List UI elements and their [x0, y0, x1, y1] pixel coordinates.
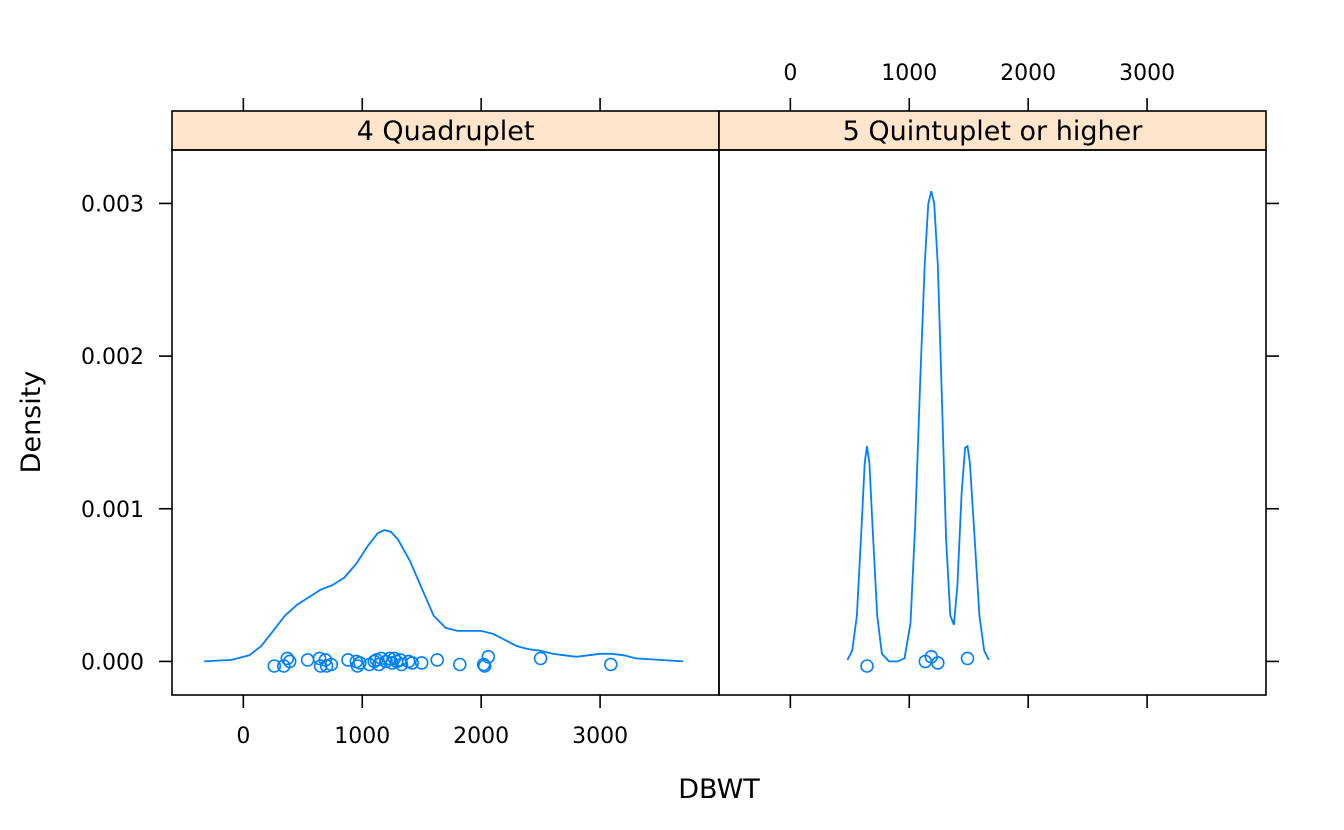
x-tick-label: 3000	[572, 724, 628, 749]
panel-frame	[718, 149, 1267, 696]
data-point	[353, 656, 367, 670]
panel-strip-label: 5 Quintuplet or higher	[843, 116, 1144, 147]
panel-strip	[171, 110, 720, 151]
data-point	[481, 649, 496, 664]
y-tick-label: 0.001	[81, 498, 144, 523]
panel-frame	[171, 149, 720, 696]
frame-layer: 4 Quadruplet 5 Quintuplet or higher	[171, 110, 1267, 696]
x-tick-label-top: 2000	[1000, 61, 1056, 86]
data-point	[300, 653, 315, 667]
y-tick-label: 0.003	[81, 192, 144, 217]
density-curve	[846, 190, 990, 663]
data-point	[267, 659, 282, 673]
data-point	[430, 653, 445, 667]
data-layer	[204, 190, 990, 673]
data-point	[477, 659, 492, 673]
data-point	[414, 656, 429, 670]
x-tick-label-top: 3000	[1119, 61, 1175, 86]
data-point	[452, 657, 467, 672]
density-curve	[204, 529, 684, 663]
x-tick-label: 0	[236, 724, 250, 749]
x-tick-label-top: 1000	[881, 61, 937, 86]
y-tick-label: 0.002	[81, 345, 144, 370]
data-point	[372, 657, 386, 672]
x-tick-label: 1000	[334, 724, 390, 749]
y-axis-title: Density	[16, 371, 47, 474]
data-point	[312, 651, 327, 666]
panel-strip	[718, 110, 1267, 151]
x-tick-label: 2000	[453, 724, 509, 749]
data-point	[282, 654, 297, 669]
data-point	[603, 657, 618, 672]
data-point	[476, 657, 491, 672]
axes-layer: 0 1000 2000 3000 0 1000 2000 3000 0.000 0.001 0.00…	[81, 61, 1279, 749]
data-point	[394, 657, 409, 672]
data-point	[405, 656, 420, 670]
data-point	[280, 651, 295, 666]
data-point	[860, 659, 874, 673]
data-point	[930, 656, 945, 670]
x-axis-title: DBWT	[678, 774, 760, 805]
panel-strip-label: 4 Quadruplet	[357, 116, 535, 147]
x-tick-label-top: 0	[783, 61, 797, 86]
data-point	[533, 651, 548, 666]
data-point	[324, 657, 339, 672]
y-tick-label: 0.000	[81, 650, 144, 675]
data-point	[960, 651, 975, 666]
data-point	[379, 654, 393, 669]
